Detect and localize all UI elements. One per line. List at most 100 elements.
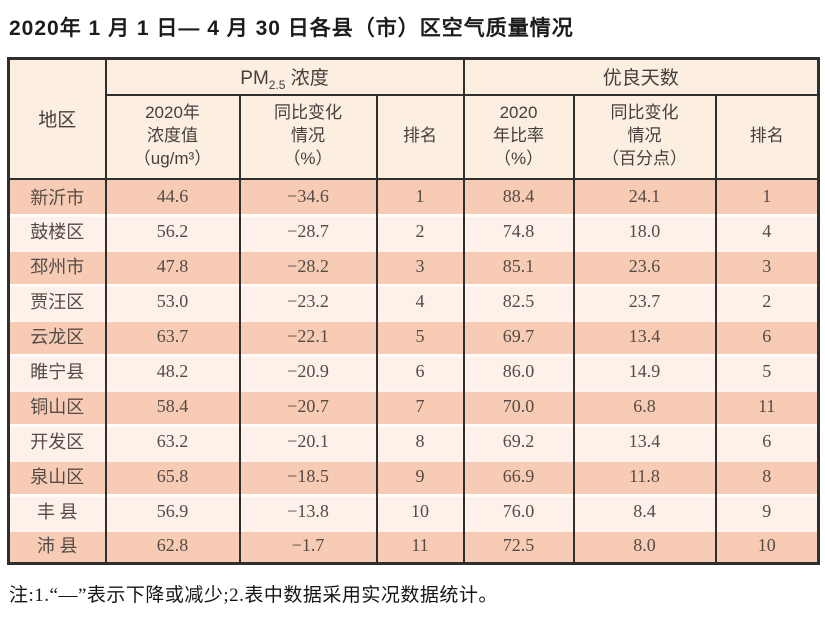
col-header-good-rate: 2020 年比率 （%） <box>462 93 575 180</box>
pm-rank-cell: 5 <box>375 318 465 354</box>
page-title: 2020年 1 月 1 日— 4 月 30 日各县（市）区空气质量情况 <box>9 17 574 40</box>
pm-value-cell: 56.9 <box>104 493 241 529</box>
pm-rank-cell: 6 <box>375 353 465 389</box>
pm-change-cell: −13.8 <box>238 493 378 529</box>
good-rank-cell: 4 <box>714 213 820 249</box>
pm-rank-cell: 4 <box>375 283 465 319</box>
pm-value-cell: 58.4 <box>104 388 241 424</box>
good-rate-cell: 85.1 <box>462 248 575 284</box>
table-row: 邳州市 47.8 −28.2 3 85.1 23.6 3 <box>7 248 820 284</box>
pm-label-subscript: 2.5 <box>268 78 286 93</box>
region-cell: 泉山区 <box>7 458 107 494</box>
good-change-cell: 8.0 <box>572 528 717 564</box>
good-rank-cell: 8 <box>714 458 820 494</box>
pm-rank-cell: 9 <box>375 458 465 494</box>
region-cell: 邳州市 <box>7 248 107 284</box>
table-row: 贾汪区 53.0 −23.2 4 82.5 23.7 2 <box>7 283 820 319</box>
good-rate-cell: 74.8 <box>462 213 575 249</box>
good-change-cell: 18.0 <box>572 213 717 249</box>
good-change-cell: 6.8 <box>572 388 717 424</box>
header-group-row: 地区 PM2.5 浓度 优良天数 <box>7 57 820 180</box>
pm-rank-cell: 2 <box>375 213 465 249</box>
good-rank-cell: 3 <box>714 248 820 284</box>
pm-change-cell: −22.1 <box>238 318 378 354</box>
pm-change-cell: −18.5 <box>238 458 378 494</box>
table-row: 铜山区 58.4 −20.7 7 70.0 6.8 11 <box>7 388 820 424</box>
good-change-cell: 13.4 <box>572 423 717 459</box>
pm-rank-cell: 1 <box>375 178 465 214</box>
pm-value-cell: 53.0 <box>104 283 241 319</box>
col-header-pm-value: 2020年 浓度值 （ug/m³） <box>104 93 241 180</box>
air-quality-table: 地区 PM2.5 浓度 优良天数 2020年 浓度值 （ug/m³） 同比变化 … <box>7 57 821 565</box>
good-rank-cell: 1 <box>714 178 820 214</box>
region-cell: 云龙区 <box>7 318 107 354</box>
region-cell: 开发区 <box>7 423 107 459</box>
col-header-good-rank: 排名 <box>714 93 820 180</box>
pm-value-cell: 63.2 <box>104 423 241 459</box>
good-rank-cell: 10 <box>714 528 820 564</box>
pm-label-main: PM <box>240 68 269 90</box>
region-cell: 新沂市 <box>7 178 107 214</box>
header-sub-row: 2020年 浓度值 （ug/m³） 同比变化 情况 （%） 排名 2020 年比… <box>9 93 820 180</box>
table-row: 新沂市 44.6 −34.6 1 88.4 24.1 1 <box>7 178 820 214</box>
good-rank-cell: 9 <box>714 493 820 529</box>
table-row: 睢宁县 48.2 −20.9 6 86.0 14.9 5 <box>7 353 820 389</box>
good-change-cell: 23.7 <box>572 283 717 319</box>
col-header-pm-change: 同比变化 情况 （%） <box>238 93 378 180</box>
region-cell: 贾汪区 <box>7 283 107 319</box>
pm-rank-cell: 8 <box>375 423 465 459</box>
good-change-cell: 23.6 <box>572 248 717 284</box>
region-cell: 丰 县 <box>7 493 107 529</box>
good-rank-cell: 6 <box>714 318 820 354</box>
region-cell: 睢宁县 <box>7 353 107 389</box>
good-rate-cell: 69.7 <box>462 318 575 354</box>
pm-value-cell: 65.8 <box>104 458 241 494</box>
footnote: 注:1.“—”表示下降或减少;2.表中数据采用实况数据统计。 <box>9 585 498 606</box>
good-rate-cell: 82.5 <box>462 283 575 319</box>
pm-change-cell: −28.2 <box>238 248 378 284</box>
table-row: 开发区 63.2 −20.1 8 69.2 13.4 6 <box>7 423 820 459</box>
region-cell: 铜山区 <box>7 388 107 424</box>
pm-change-cell: −1.7 <box>238 528 378 564</box>
good-change-cell: 24.1 <box>572 178 717 214</box>
table-header: 地区 PM2.5 浓度 优良天数 2020年 浓度值 （ug/m³） 同比变化 … <box>7 57 820 180</box>
pm-value-cell: 47.8 <box>104 248 241 284</box>
good-rate-cell: 88.4 <box>462 178 575 214</box>
pm-change-cell: −28.7 <box>238 213 378 249</box>
col-header-pm-rank: 排名 <box>375 93 465 180</box>
pm-value-cell: 44.6 <box>104 178 241 214</box>
good-rank-cell: 2 <box>714 283 820 319</box>
pm-change-cell: −20.9 <box>238 353 378 389</box>
good-rate-cell: 66.9 <box>462 458 575 494</box>
good-rate-cell: 70.0 <box>462 388 575 424</box>
good-change-cell: 11.8 <box>572 458 717 494</box>
region-cell: 鼓楼区 <box>7 213 107 249</box>
col-header-good-change: 同比变化 情况 （百分点） <box>572 93 717 180</box>
pm-value-cell: 62.8 <box>104 528 241 564</box>
good-change-cell: 8.4 <box>572 493 717 529</box>
good-change-cell: 14.9 <box>572 353 717 389</box>
good-rank-cell: 11 <box>714 388 820 424</box>
pm-label-rest: 浓度 <box>285 68 329 90</box>
pm-value-cell: 63.7 <box>104 318 241 354</box>
pm-change-cell: −23.2 <box>238 283 378 319</box>
pm-rank-cell: 10 <box>375 493 465 529</box>
group-header-good-days: 优良天数 <box>462 57 820 96</box>
col-header-region: 地区 <box>7 57 107 180</box>
pm-value-cell: 56.2 <box>104 213 241 249</box>
pm-change-cell: −20.1 <box>238 423 378 459</box>
pm-rank-cell: 7 <box>375 388 465 424</box>
group-header-pm25: PM2.5 浓度 <box>104 57 465 96</box>
table-row: 云龙区 63.7 −22.1 5 69.7 13.4 6 <box>7 318 820 354</box>
pm-rank-cell: 11 <box>375 528 465 564</box>
pm-rank-cell: 3 <box>375 248 465 284</box>
table-row: 鼓楼区 56.2 −28.7 2 74.8 18.0 4 <box>7 213 820 249</box>
region-cell: 沛 县 <box>7 528 107 564</box>
table-row: 丰 县 56.9 −13.8 10 76.0 8.4 9 <box>7 493 820 529</box>
good-rank-cell: 6 <box>714 423 820 459</box>
table-body: 新沂市 44.6 −34.6 1 88.4 24.1 1 鼓楼区 56.2 −2… <box>7 178 820 564</box>
good-rate-cell: 72.5 <box>462 528 575 564</box>
good-rate-cell: 69.2 <box>462 423 575 459</box>
pm-value-cell: 48.2 <box>104 353 241 389</box>
